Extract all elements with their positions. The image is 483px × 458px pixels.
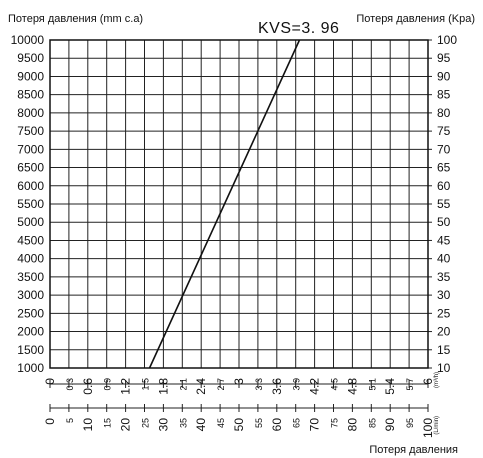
- right-tick-label: 25: [437, 306, 451, 320]
- bottom-scale-tick-label: 90: [383, 418, 397, 432]
- top-scale-tick-label: 5.4: [383, 378, 397, 395]
- left-tick-label: 8500: [17, 88, 44, 102]
- left-tick-label: 5500: [17, 197, 44, 211]
- bottom-scale-tick-label: 0: [43, 418, 57, 425]
- left-tick-label: 9000: [17, 69, 44, 83]
- kvs-annotation: KVS=3. 96: [258, 20, 339, 37]
- top-scale-tick-label: 0: [43, 378, 57, 385]
- bottom-scale-unit: (L/min): [434, 416, 440, 435]
- top-scale-tick-label: 5.1: [367, 378, 377, 391]
- bottom-scale-tick-label: 40: [194, 418, 208, 432]
- top-scale-unit: (m³/h): [434, 372, 440, 388]
- right-tick-label: 20: [437, 325, 451, 339]
- bottom-scale-tick-label: 75: [330, 418, 340, 428]
- bottom-scale-tick-label: 5: [65, 418, 75, 423]
- left-tick-label: 6000: [17, 179, 44, 193]
- right-tick-label: 80: [437, 106, 451, 120]
- bottom-scale-tick-label: 10: [81, 418, 95, 432]
- bottom-scale-tick-label: 25: [141, 418, 151, 428]
- top-scale-tick-label: 4.8: [345, 378, 359, 395]
- top-scale-tick-label: 3.9: [292, 378, 302, 391]
- left-tick-label: 7000: [17, 142, 44, 156]
- top-scale-tick-label: 3: [232, 378, 246, 385]
- right-tick-label: 55: [437, 197, 451, 211]
- left-axis-title: Потеря давления (mm c.a): [8, 13, 143, 25]
- top-scale-tick-label: 0.3: [65, 378, 75, 391]
- right-tick-label: 30: [437, 288, 451, 302]
- left-tick-label: 2500: [17, 306, 44, 320]
- top-scale-tick-label: 2.1: [178, 378, 188, 391]
- top-scale-tick-label: 2.7: [216, 378, 226, 391]
- left-tick-label: 7500: [17, 124, 44, 138]
- right-tick-label: 15: [437, 343, 451, 357]
- right-tick-label: 70: [437, 142, 451, 156]
- bottom-scale-tick-label: 50: [232, 418, 246, 432]
- right-tick-label: 95: [437, 51, 451, 65]
- right-tick-label: 75: [437, 124, 451, 138]
- bottom-scale-tick-label: 55: [254, 418, 264, 428]
- bottom-scale-tick-label: 70: [308, 418, 322, 432]
- left-tick-label: 10000: [11, 33, 45, 47]
- left-tick-label: 6500: [17, 161, 44, 175]
- right-tick-label: 90: [437, 69, 451, 83]
- left-tick-label: 8000: [17, 106, 44, 120]
- bottom-scale-tick-label: 95: [405, 418, 415, 428]
- top-scale-tick-label: 1.8: [156, 378, 170, 395]
- top-scale-tick-label: 3.3: [254, 378, 264, 391]
- top-scale-tick-label: 5.7: [405, 378, 415, 391]
- right-tick-label: 85: [437, 88, 451, 102]
- top-scale-tick-label: 1.5: [141, 378, 151, 391]
- right-tick-label: 10: [437, 361, 451, 375]
- left-tick-label: 1500: [17, 343, 44, 357]
- right-tick-label: 100: [437, 33, 457, 47]
- top-scale-tick-label: 0.6: [81, 378, 95, 395]
- top-scale-tick-label: 4.2: [308, 378, 322, 395]
- plot-frame: [49, 39, 429, 369]
- left-tick-label: 3500: [17, 270, 44, 284]
- left-tick-label: 5000: [17, 215, 44, 229]
- bottom-scale-tick-label: 85: [367, 418, 377, 428]
- plot-grid: [49, 39, 432, 412]
- left-tick-label: 4500: [17, 233, 44, 247]
- bottom-scale-tick-label: 80: [345, 418, 359, 432]
- top-scale-tick-label: 2.4: [194, 378, 208, 395]
- right-axis-title: Потеря давления (Kpa): [356, 13, 475, 25]
- right-tick-label: 60: [437, 179, 451, 193]
- bottom-scale-tick-label: 30: [156, 418, 170, 432]
- left-tick-label: 9500: [17, 51, 44, 65]
- top-scale-tick-label: 1.2: [119, 378, 133, 395]
- right-tick-label: 65: [437, 161, 451, 175]
- plot-marks: 1000150020002500300035004000450050005500…: [11, 33, 458, 438]
- bottom-scale-tick-label: 60: [270, 418, 284, 432]
- right-tick-label: 50: [437, 215, 451, 229]
- top-scale-tick-label: 0.9: [103, 378, 113, 391]
- left-tick-label: 2000: [17, 325, 44, 339]
- top-scale-tick-label: 4.5: [330, 378, 340, 391]
- bottom-scale-tick-label: 65: [292, 418, 302, 428]
- bottom-scale-tick-label: 100: [421, 418, 435, 438]
- bottom-scale-tick-label: 35: [178, 418, 188, 428]
- bottom-axis-title: Потеря давления: [369, 444, 458, 456]
- right-tick-label: 45: [437, 233, 451, 247]
- left-tick-label: 1000: [17, 361, 44, 375]
- right-tick-label: 40: [437, 252, 451, 266]
- series-line: [148, 39, 301, 369]
- top-scale-tick-label: 3.6: [270, 378, 284, 395]
- right-tick-label: 35: [437, 270, 451, 284]
- left-tick-label: 4000: [17, 252, 44, 266]
- left-tick-label: 3000: [17, 288, 44, 302]
- bottom-scale-tick-label: 15: [103, 418, 113, 428]
- top-scale-tick-label: 6: [421, 378, 435, 385]
- bottom-scale-tick-label: 20: [119, 418, 133, 432]
- bottom-scale-tick-label: 45: [216, 418, 226, 428]
